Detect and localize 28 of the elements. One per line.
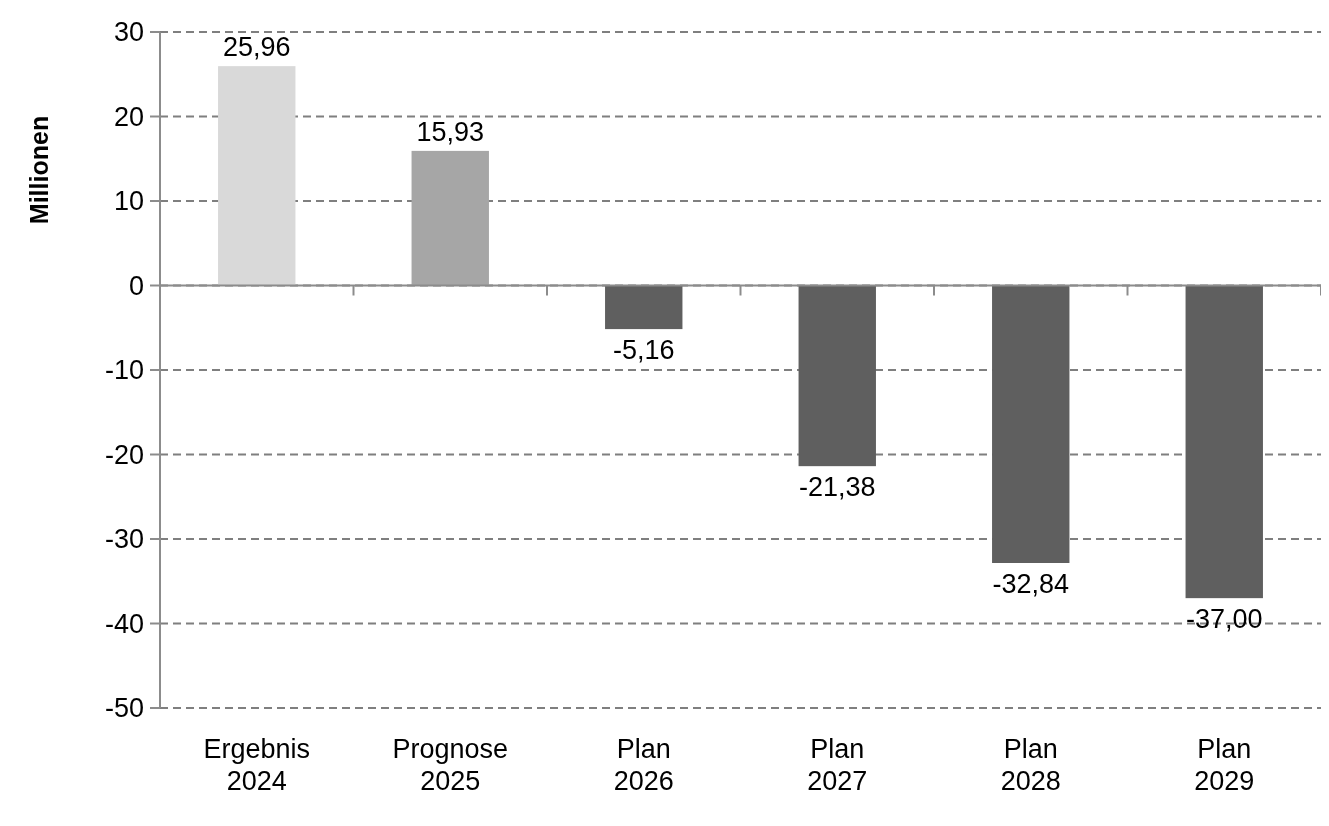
bar	[1185, 285, 1263, 599]
y-tick-label: -20	[104, 439, 144, 470]
x-tick-label: Plan 2026	[613, 734, 674, 797]
bar	[798, 285, 876, 467]
bar	[992, 285, 1070, 563]
y-axis-title: Millionen	[25, 115, 53, 225]
y-tick-label: -50	[104, 693, 144, 724]
y-tick-label: 20	[113, 101, 144, 132]
bar	[411, 150, 489, 286]
y-tick-label: 10	[113, 186, 144, 217]
x-tick-label: Ergebnis 2024	[203, 734, 311, 797]
data-label: 15,93	[416, 116, 485, 147]
data-label: -5,16	[612, 335, 675, 366]
x-tick-label: Prognose 2025	[392, 734, 509, 797]
y-tick-label: -10	[104, 355, 144, 386]
y-tick-label: 0	[128, 270, 144, 301]
data-label: -21,38	[798, 472, 876, 503]
bar	[605, 285, 683, 330]
y-tick-label: -40	[104, 608, 144, 639]
x-tick-label: Plan 2028	[1000, 734, 1061, 797]
x-tick-label: Plan 2029	[1194, 734, 1255, 797]
bar	[218, 66, 296, 286]
data-label: -37,00	[1185, 604, 1263, 635]
data-label: -32,84	[992, 569, 1070, 599]
data-label: 25,96	[222, 32, 291, 63]
y-tick-label: -30	[104, 524, 144, 555]
y-tick-label: 30	[113, 17, 144, 48]
x-tick-label: Plan 2027	[807, 734, 868, 797]
